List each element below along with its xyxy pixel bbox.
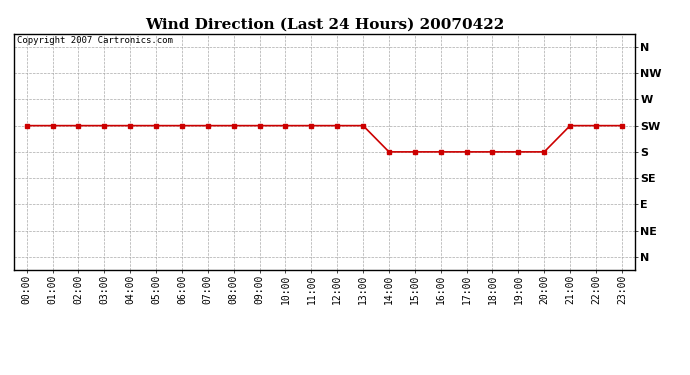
Title: Wind Direction (Last 24 Hours) 20070422: Wind Direction (Last 24 Hours) 20070422 xyxy=(145,17,504,31)
Text: Copyright 2007 Cartronics.com: Copyright 2007 Cartronics.com xyxy=(17,36,172,45)
